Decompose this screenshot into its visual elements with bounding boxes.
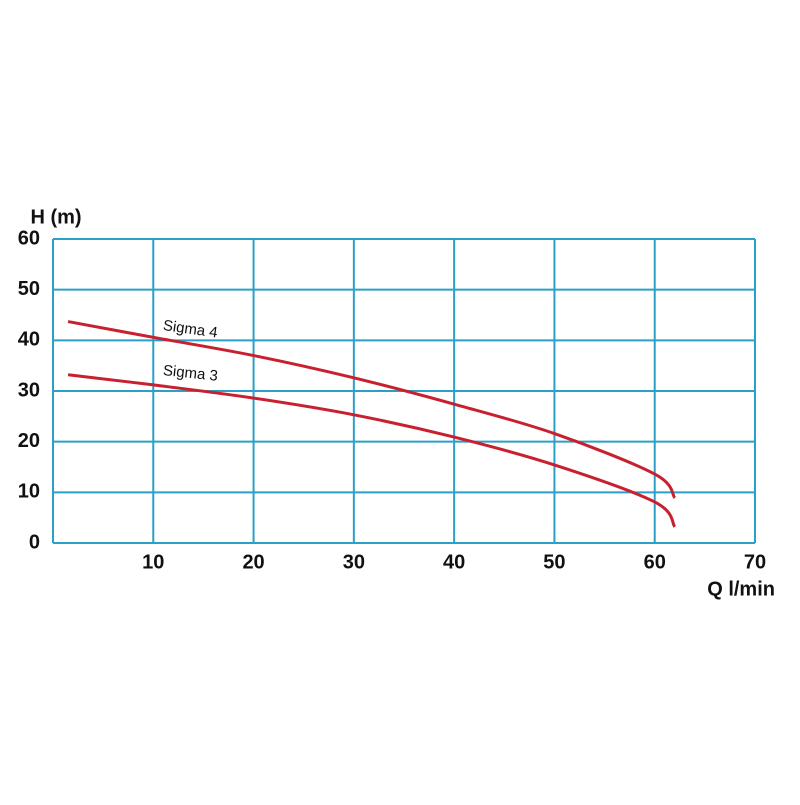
x-axis-label: Q l/min <box>707 578 775 600</box>
y-tick-label: 30 <box>18 379 40 401</box>
y-tick-label: 0 <box>29 531 40 553</box>
y-tick-label: 20 <box>18 430 40 452</box>
x-tick-label: 20 <box>242 551 264 573</box>
x-tick-label: 40 <box>443 551 465 573</box>
y-tick-label: 50 <box>18 278 40 300</box>
x-tick-label: 50 <box>543 551 565 573</box>
y-axis-label: H (m) <box>30 206 81 228</box>
series-label: Sigma 4 <box>162 317 219 341</box>
series-line <box>67 320 677 499</box>
y-tick-label: 60 <box>18 227 40 249</box>
y-tick-label: 10 <box>18 481 40 503</box>
x-tick-label: 10 <box>142 551 164 573</box>
y-tick-label: 40 <box>18 329 40 351</box>
series-label: Sigma 3 <box>162 362 219 385</box>
x-tick-label: 30 <box>343 551 365 573</box>
series-line <box>67 373 677 528</box>
x-tick-label: 70 <box>744 551 766 573</box>
x-tick-label: 60 <box>644 551 666 573</box>
